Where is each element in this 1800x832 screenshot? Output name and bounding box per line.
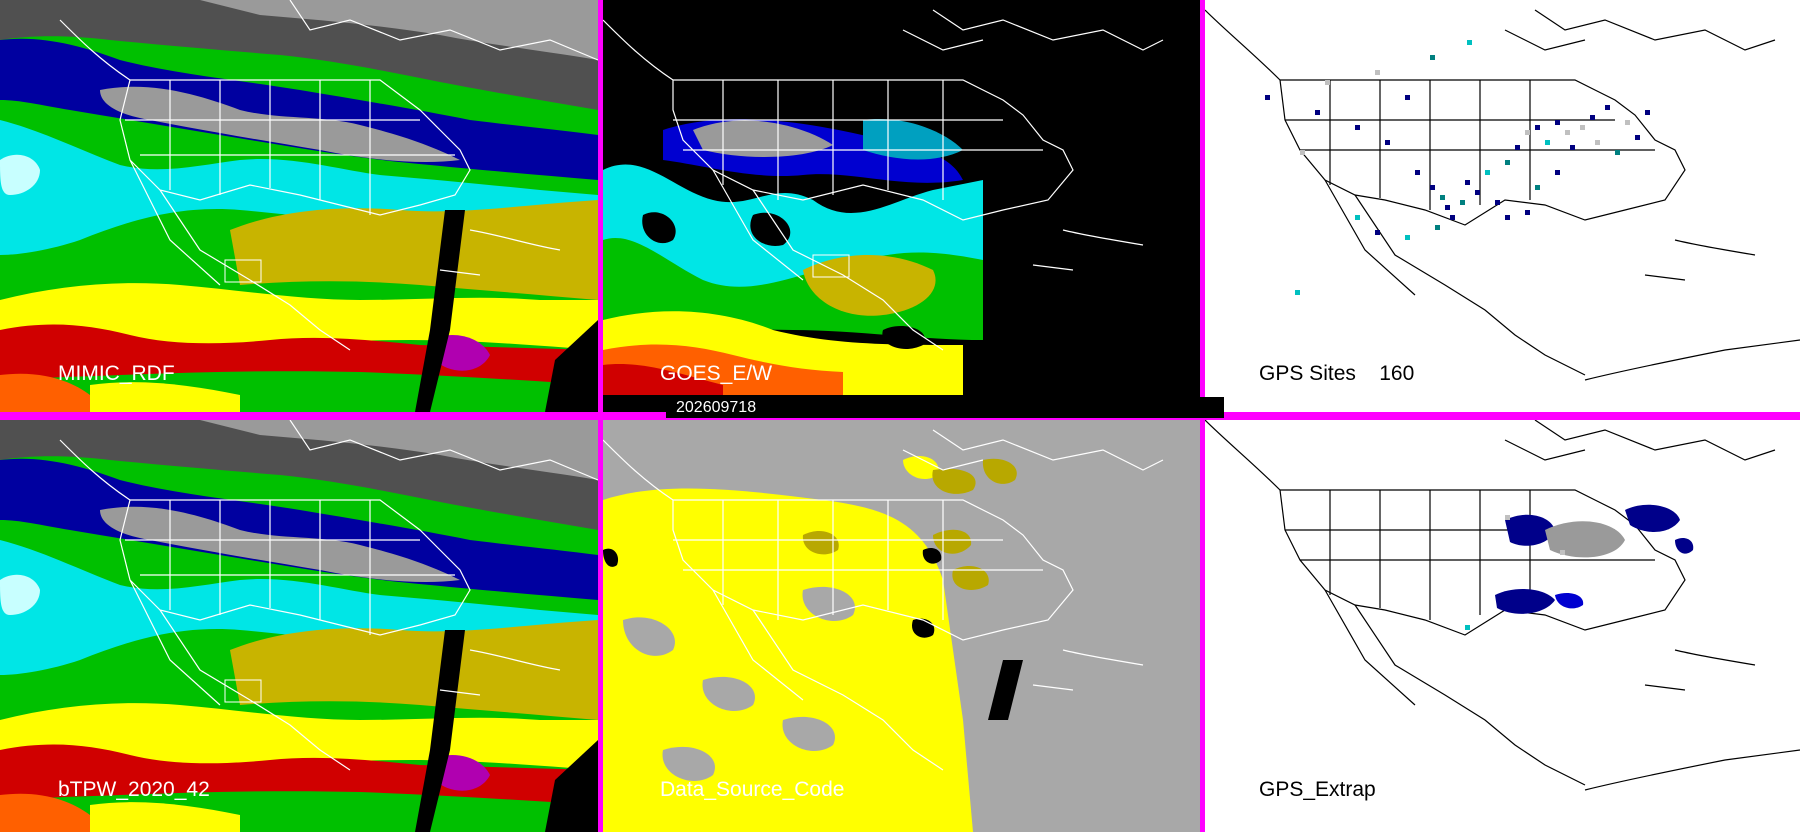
- timestamp-bar: 202609718: [666, 397, 1224, 418]
- panel-mimic-rdf: MIMIC_RDF: [0, 0, 598, 412]
- panel-goes-ew: GOES_E/W: [603, 0, 1200, 412]
- panel-label: Data_Source_Code: [660, 778, 845, 801]
- gps-sites-map-image: [1205, 0, 1800, 412]
- timestamp: 202609718: [676, 399, 757, 416]
- panel-label: GOES_E/W: [660, 362, 773, 385]
- panel-btpw: bTPW_2020_42: [0, 420, 598, 832]
- panel-gps-sites: GPS Sites 160: [1205, 0, 1800, 412]
- data-source-map-image: [603, 420, 1200, 832]
- goes-map-image: [603, 0, 1200, 412]
- gps-site-markers: [1265, 40, 1650, 295]
- panel-label: GPS Sites 160: [1259, 362, 1415, 385]
- panel-label: bTPW_2020_42: [58, 778, 210, 801]
- tpw-map-image: [0, 0, 598, 412]
- panel-data-source-code: Data_Source_Code: [603, 420, 1200, 832]
- panel-gps-extrap: GPS_Extrap: [1205, 420, 1800, 832]
- tpw-map-image: [0, 420, 598, 832]
- gps-extrap-map-image: [1205, 420, 1800, 832]
- panel-label: MIMIC_RDF: [58, 362, 175, 385]
- panel-label: GPS_Extrap: [1259, 778, 1376, 801]
